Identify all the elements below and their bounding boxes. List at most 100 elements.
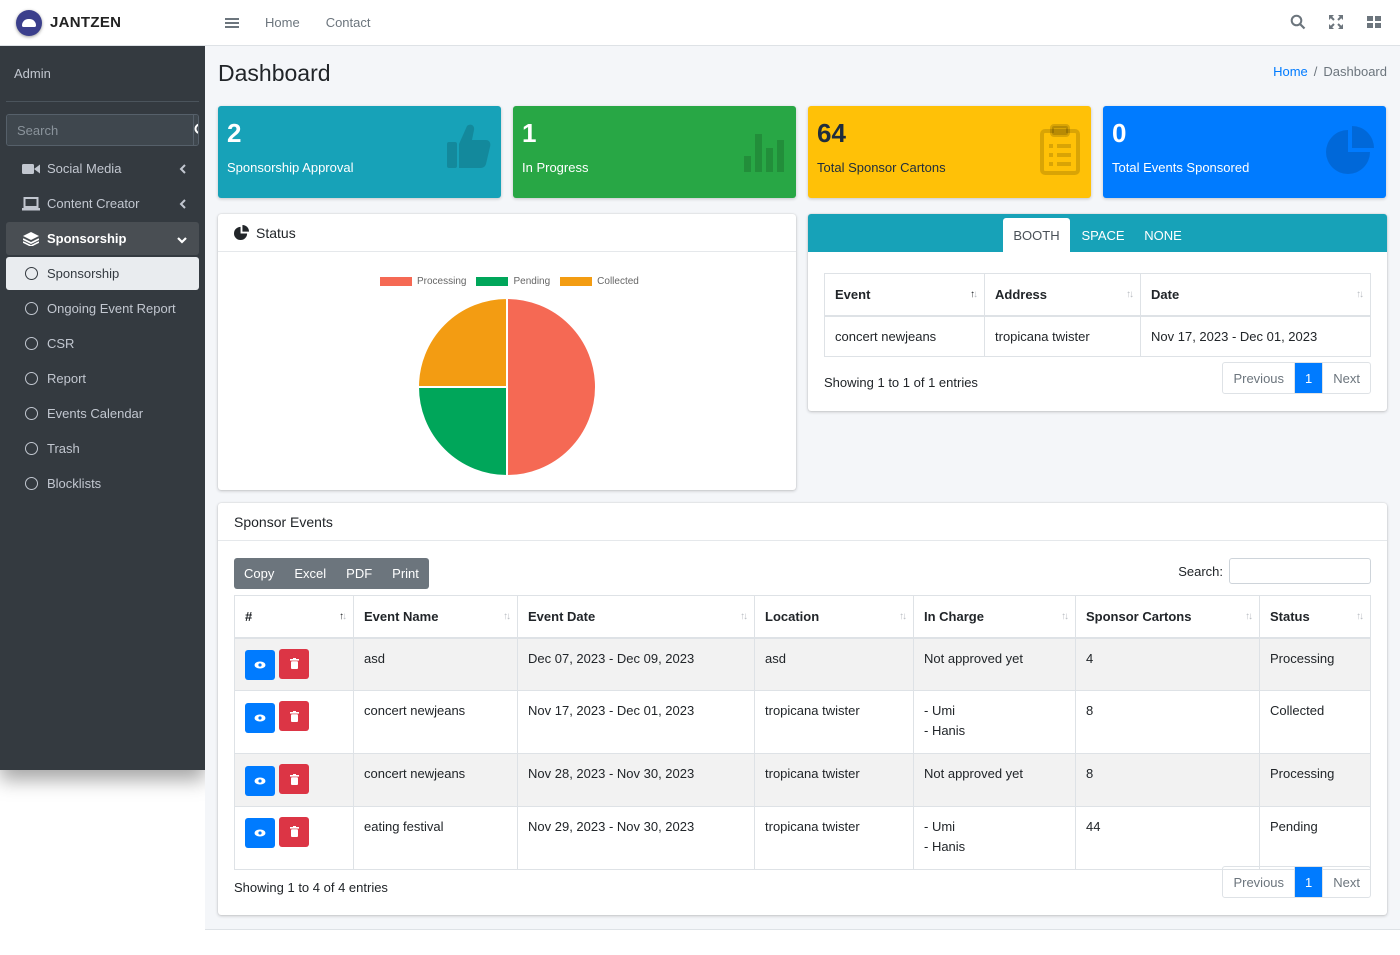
sidebar-item-sponsorship-menu[interactable]: Sponsorship	[6, 222, 199, 255]
laptop-icon	[22, 196, 40, 211]
stat-box-total-events-sponsored[interactable]: 0 Total Events Sponsored	[1103, 106, 1386, 198]
stat-box-total-sponsor-cartons[interactable]: 64 Total Sponsor Cartons	[808, 106, 1091, 198]
fullscreen-icon[interactable]	[1328, 14, 1344, 30]
tab-none[interactable]: NONE	[1144, 227, 1182, 243]
view-button[interactable]	[245, 818, 275, 848]
pagination-previous[interactable]: Previous	[1223, 363, 1296, 393]
column-header-event[interactable]: Event ↑↓	[824, 273, 985, 317]
sidebar-item-trash[interactable]: Trash	[6, 432, 199, 465]
sidebar-item-events-calendar[interactable]: Events Calendar	[6, 397, 199, 430]
pagination-page[interactable]: 1	[1295, 867, 1324, 897]
pie-slice-pending[interactable]	[416, 386, 508, 478]
sidebar-item-csr[interactable]: CSR	[6, 327, 199, 360]
grid-apps-icon[interactable]	[1366, 14, 1382, 30]
sidebar-item-label: Sponsorship	[47, 266, 120, 281]
column-header-status[interactable]: Status ↑↓	[1259, 595, 1371, 639]
column-header-event-date[interactable]: Event Date ↑↓	[517, 595, 755, 639]
legend-swatch-pending[interactable]	[476, 277, 509, 286]
legend-swatch-processing[interactable]	[380, 277, 412, 286]
print-button[interactable]: Print	[392, 566, 419, 581]
search-icon[interactable]	[1290, 14, 1306, 30]
delete-button[interactable]	[279, 816, 309, 847]
column-label: In Charge	[924, 608, 984, 624]
column-header-sponsor-cartons[interactable]: Sponsor Cartons ↑↓	[1075, 595, 1260, 639]
trash-icon	[289, 658, 299, 669]
breadcrumb-home-link[interactable]: Home	[1273, 64, 1308, 79]
sort-icon: ↑↓	[899, 611, 907, 622]
nav-link-home[interactable]: Home	[265, 15, 300, 30]
sort-icon: ↑↓	[503, 611, 511, 622]
pagination-previous[interactable]: Previous	[1223, 867, 1296, 897]
status-pie-chart	[416, 296, 597, 478]
sidebar-search-input[interactable]	[7, 115, 193, 145]
sidebar-search-button[interactable]	[193, 115, 198, 145]
table-row: asd Dec 07, 2023 - Dec 09, 2023 asd Not …	[234, 637, 1371, 691]
hamburger-menu-icon[interactable]	[225, 16, 239, 30]
brand[interactable]: JANTZEN	[0, 0, 205, 46]
pie-slice-collected[interactable]	[416, 296, 508, 388]
sidebar-item-social-media[interactable]: Social Media	[6, 152, 199, 185]
trash-icon	[289, 710, 299, 722]
column-label: Event Date	[528, 608, 596, 624]
pagination-next[interactable]: Next	[1333, 370, 1360, 386]
sidebar-item-label: Ongoing Event Report	[47, 301, 176, 316]
column-header-address[interactable]: Address ↑↓	[984, 273, 1141, 317]
pagination-next[interactable]: Next	[1333, 874, 1360, 890]
cell-sponsor-cartons: 44	[1075, 805, 1260, 870]
stat-box-sponsorship-approval[interactable]: 2 Sponsorship Approval	[218, 106, 501, 198]
legend-swatch-collected[interactable]	[560, 277, 593, 286]
view-button[interactable]	[245, 702, 275, 733]
delete-button[interactable]	[279, 648, 309, 679]
delete-button[interactable]	[279, 701, 309, 731]
sidebar-nav: Social Media Content Creator Sponsorship…	[0, 152, 205, 500]
pdf-button[interactable]: PDF	[346, 566, 373, 581]
column-label: Date	[1151, 286, 1180, 302]
column-header-in-charge[interactable]: In Charge ↑↓	[913, 595, 1076, 639]
sponsor-events-card: Sponsor Events Copy Excel PDF Print Sear…	[218, 503, 1387, 915]
nav-link-contact[interactable]: Contact	[325, 15, 371, 30]
cell-location: asd	[754, 637, 914, 691]
column-header-event-name[interactable]: Event Name ↑↓	[353, 595, 518, 639]
table-info: Showing 1 to 1 of 1 entries	[824, 375, 978, 390]
sidebar-item-sponsorship[interactable]: Sponsorship	[6, 257, 199, 290]
view-button[interactable]	[245, 650, 275, 680]
chevron-down-icon	[177, 232, 187, 247]
copy-button[interactable]: Copy	[244, 566, 275, 581]
column-label: Sponsor Cartons	[1086, 608, 1192, 624]
pagination-page[interactable]: 1	[1295, 363, 1324, 393]
column-header-number[interactable]: # ↑↓	[234, 595, 354, 639]
cell-event-name: asd	[353, 637, 518, 691]
excel-button[interactable]: Excel	[294, 566, 327, 581]
booth-table-wrapper: Event ↑↓ Address ↑↓ Date ↑↓ concert newjean…	[824, 273, 1371, 357]
tab-booth[interactable]: BOOTH	[1003, 218, 1070, 252]
stat-box-in-progress[interactable]: 1 In Progress	[513, 106, 796, 198]
sidebar-item-report[interactable]: Report	[6, 362, 199, 395]
delete-button[interactable]	[279, 764, 309, 794]
cell-location: tropicana twister	[754, 805, 914, 870]
sidebar-item-blocklists[interactable]: Blocklists	[6, 467, 199, 500]
sidebar-item-content-creator[interactable]: Content Creator	[6, 187, 199, 220]
sort-icon: ↑↓	[1245, 611, 1253, 622]
legend-label: Processing	[417, 276, 467, 287]
stat-label: Total Events Sponsored	[1112, 160, 1250, 175]
column-header-location[interactable]: Location ↑↓	[754, 595, 914, 639]
content-wrapper: Dashboard Home / Dashboard 2 Sponsorship A…	[205, 46, 1400, 930]
tab-space[interactable]: SPACE	[1081, 227, 1125, 243]
sidebar-item-ongoing-event-report[interactable]: Ongoing Event Report	[6, 292, 199, 325]
cell-location: tropicana twister	[754, 753, 914, 807]
table-search-input[interactable]	[1229, 558, 1371, 584]
pie-slice-processing[interactable]	[506, 296, 597, 478]
user-name[interactable]: Admin	[6, 46, 199, 102]
layers-icon	[22, 231, 40, 246]
sidebar-item-label: Trash	[47, 441, 80, 456]
tabs-header: BOOTH SPACE NONE	[808, 214, 1387, 252]
cell-event: concert newjeans	[824, 315, 985, 357]
sort-icon: ↑↓	[1356, 289, 1364, 300]
legend-label: Pending	[513, 276, 551, 287]
view-button[interactable]	[245, 765, 275, 796]
column-header-date[interactable]: Date ↑↓	[1140, 273, 1371, 317]
column-label: Status	[1270, 608, 1310, 624]
eye-icon	[254, 661, 266, 669]
cell-sponsor-cartons: 4	[1075, 637, 1260, 691]
cell-status: Processing	[1259, 637, 1371, 691]
